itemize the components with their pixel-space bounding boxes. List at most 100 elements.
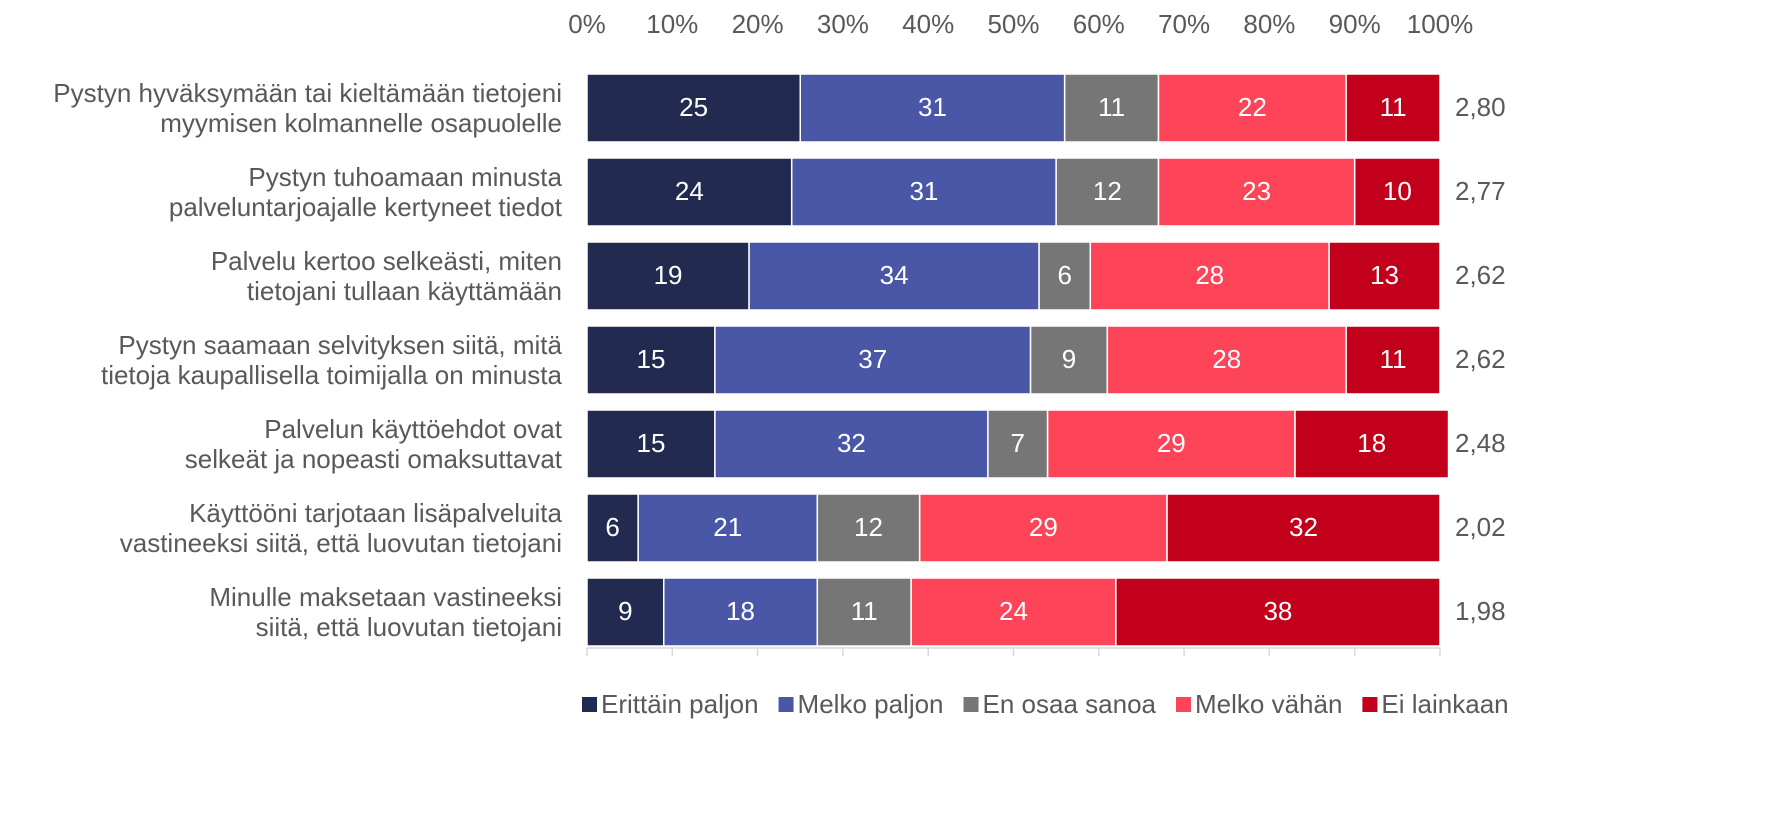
data-label: 6 — [605, 512, 619, 542]
data-label: 24 — [675, 176, 704, 206]
data-label: 23 — [1242, 176, 1271, 206]
data-label: 21 — [713, 512, 742, 542]
bar-segment — [714, 409, 989, 479]
legend-label: Melko vähän — [1195, 689, 1342, 719]
bar-segment — [586, 325, 716, 395]
x-tick-label: 100% — [1407, 9, 1474, 39]
bar-segment — [1294, 409, 1450, 479]
bar-segment — [910, 577, 1117, 647]
x-tick-label: 70% — [1158, 9, 1210, 39]
data-label: 32 — [837, 428, 866, 458]
y-tick-label: Minulle maksetaan vastineeksi siitä, ett… — [209, 582, 562, 642]
data-label: 34 — [880, 260, 909, 290]
bar-segment — [586, 73, 801, 143]
bar-segment — [1345, 73, 1441, 143]
legend-label: Melko paljon — [798, 689, 944, 719]
bar-segment — [987, 409, 1049, 479]
data-label: 29 — [1029, 512, 1058, 542]
data-label: 11 — [1380, 92, 1407, 122]
bar-segment — [1157, 157, 1356, 227]
x-tick-label: 60% — [1073, 9, 1125, 39]
bar-segment — [1157, 73, 1347, 143]
data-label: 32 — [1289, 512, 1318, 542]
bar-segment — [1166, 493, 1441, 563]
data-label: 31 — [918, 92, 947, 122]
data-label: 11 — [851, 596, 878, 626]
data-label: 37 — [858, 344, 887, 374]
y-tick-label: Palvelu kertoo selkeästi, miten tietojan… — [210, 246, 562, 306]
bar-segment — [1345, 325, 1441, 395]
legend-swatch — [582, 697, 597, 712]
data-label: 38 — [1263, 596, 1292, 626]
bar-segment — [637, 493, 819, 563]
average-label: 2,48 — [1455, 428, 1506, 458]
average-label: 2,02 — [1455, 512, 1506, 542]
legend-swatch — [1362, 697, 1378, 712]
data-label: 18 — [726, 596, 755, 626]
data-label: 25 — [679, 92, 708, 122]
x-tick-label: 30% — [817, 9, 869, 39]
bar-segment — [586, 409, 716, 479]
data-label: 22 — [1238, 92, 1267, 122]
bar-segment — [816, 577, 912, 647]
legend-label: En osaa sanoa — [983, 689, 1157, 719]
data-label: 11 — [1380, 344, 1407, 374]
bar-segment — [748, 241, 1040, 311]
data-label: 24 — [999, 596, 1028, 626]
legend-label: Erittäin paljon — [601, 689, 759, 719]
bar-segment — [799, 73, 1066, 143]
x-tick-label: 40% — [902, 9, 954, 39]
y-tick-label: Käyttööni tarjotaan lisäpalveluita vasti… — [119, 498, 562, 558]
data-label: 10 — [1383, 176, 1412, 206]
data-label: 29 — [1157, 428, 1186, 458]
bar-segment — [1046, 409, 1296, 479]
legend-swatch — [963, 697, 979, 712]
data-label: 12 — [854, 512, 883, 542]
x-tick-label: 50% — [987, 9, 1039, 39]
bar-segment — [586, 241, 750, 311]
data-label: 13 — [1370, 260, 1399, 290]
bar-segment — [1063, 73, 1160, 143]
average-label: 2,80 — [1455, 92, 1506, 122]
data-label: 19 — [654, 260, 683, 290]
x-tick-label: 90% — [1329, 9, 1381, 39]
data-label: 7 — [1011, 428, 1025, 458]
bar-segment — [1328, 241, 1441, 311]
legend-swatch — [778, 697, 794, 712]
bar-segment — [586, 493, 639, 563]
legend-swatch — [1176, 697, 1191, 712]
y-tick-label: Pystyn tuhoamaan minusta palveluntarjoaj… — [168, 162, 562, 222]
x-tick-label: 0% — [568, 9, 606, 39]
data-label: 15 — [637, 344, 666, 374]
bar-segment — [1029, 325, 1109, 395]
x-tick-label: 20% — [732, 9, 784, 39]
data-label: 12 — [1093, 176, 1122, 206]
bar-segment — [663, 577, 819, 647]
average-label: 2,62 — [1455, 344, 1506, 374]
data-label: 28 — [1195, 260, 1224, 290]
data-label: 6 — [1057, 260, 1071, 290]
data-label: 15 — [637, 428, 666, 458]
data-label: 31 — [909, 176, 938, 206]
y-tick-label: Pystyn hyväksymään tai kieltämään tietoj… — [53, 78, 562, 138]
bar-segment — [714, 325, 1032, 395]
data-label: 9 — [618, 596, 632, 626]
data-label: 18 — [1357, 428, 1386, 458]
bar-segment — [918, 493, 1168, 563]
data-label: 11 — [1098, 92, 1125, 122]
bar-segment — [586, 157, 793, 227]
data-label: 9 — [1062, 344, 1076, 374]
bar-segment — [1353, 157, 1441, 227]
bar-segment — [1115, 577, 1441, 647]
average-label: 1,98 — [1455, 596, 1506, 626]
y-tick-label: Palvelun käyttöehdot ovat selkeät ja nop… — [184, 414, 562, 474]
y-tick-label: Pystyn saamaan selvityksen siitä, mitä t… — [100, 330, 562, 390]
average-label: 2,77 — [1455, 176, 1506, 206]
average-label: 2,62 — [1455, 260, 1506, 290]
bar-segment — [1106, 325, 1347, 395]
x-tick-label: 10% — [646, 9, 698, 39]
x-tick-label: 80% — [1243, 9, 1295, 39]
bar-segment — [586, 577, 665, 647]
